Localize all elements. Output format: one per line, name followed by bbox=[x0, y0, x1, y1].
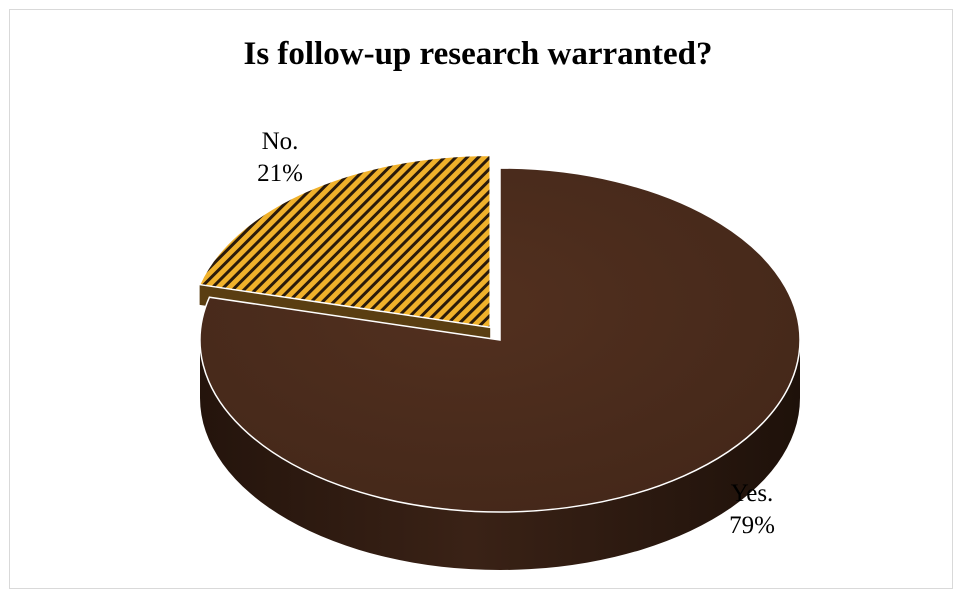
pie-slice-no bbox=[198, 154, 491, 329]
pie-slice-side-yes bbox=[200, 340, 800, 570]
slice-label-yes-name: Yes. bbox=[730, 480, 774, 507]
slice-label-yes-value: 79% bbox=[729, 512, 775, 539]
pie-slice-yes bbox=[199, 167, 801, 513]
slice-label-no-value: 21% bbox=[257, 160, 303, 187]
slice-label-no: No. 21% bbox=[232, 126, 328, 190]
slice-label-no-name: No. bbox=[261, 128, 299, 155]
slice-label-yes: Yes. 79% bbox=[704, 478, 800, 542]
chart-title: Is follow-up research warranted? bbox=[243, 36, 713, 72]
